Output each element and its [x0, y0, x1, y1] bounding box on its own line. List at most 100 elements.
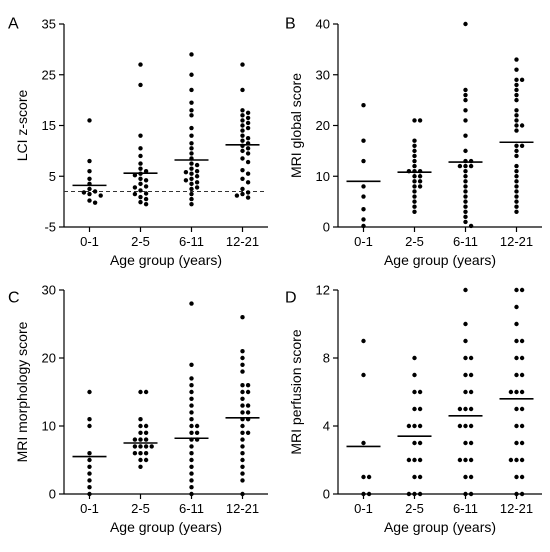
data-point: [245, 180, 251, 185]
data-point: [519, 440, 525, 446]
data-point: [189, 176, 194, 181]
data-point: [87, 176, 92, 181]
data-point: [245, 115, 251, 121]
data-point: [463, 133, 468, 138]
data-point: [514, 174, 519, 179]
data-point: [194, 430, 200, 435]
data-point: [240, 123, 245, 128]
data-point: [132, 185, 138, 190]
data-point: [132, 191, 138, 197]
data-point: [138, 153, 143, 159]
data-point: [245, 403, 251, 408]
data-point: [514, 199, 519, 204]
data-point: [519, 474, 525, 480]
data-point: [514, 355, 519, 361]
data-point: [412, 158, 417, 164]
data-point: [463, 194, 468, 199]
data-point: [463, 163, 468, 169]
data-point: [189, 423, 194, 429]
data-point: [245, 190, 251, 195]
data-point: [361, 158, 366, 164]
data-point: [519, 423, 525, 429]
data-point: [412, 204, 417, 209]
data-point: [245, 171, 251, 176]
data-point: [189, 166, 194, 171]
data-point: [132, 444, 138, 449]
y-tick-label: 25: [42, 67, 56, 82]
data-point: [514, 148, 519, 154]
data-point: [514, 113, 519, 118]
y-tick-label: -5: [44, 220, 56, 235]
data-point: [189, 181, 194, 187]
y-tick-label: 4: [323, 419, 330, 434]
data-point: [514, 179, 519, 184]
panel-letter: B: [285, 15, 296, 32]
data-point: [245, 146, 251, 151]
data-point: [412, 406, 417, 412]
x-tick-label: 6-11: [179, 501, 204, 516]
data-point: [143, 423, 149, 429]
data-point: [463, 148, 468, 154]
data-point: [514, 57, 519, 62]
data-point: [412, 118, 417, 123]
data-point: [406, 457, 412, 463]
chart-panel: D 0 4 8 12 0-1 2-5 6-11 12-21 Age group (years) MR…: [285, 283, 542, 535]
data-point: [143, 178, 149, 183]
data-point: [240, 396, 245, 401]
data-point: [412, 184, 417, 189]
data-point: [245, 159, 251, 165]
data-point: [87, 198, 92, 203]
data-point: [240, 362, 245, 367]
panel-letter: C: [8, 289, 20, 306]
x-tick-label: 12-21: [500, 234, 533, 249]
y-tick-label: 10: [42, 419, 56, 434]
data-point: [514, 423, 519, 429]
data-point: [361, 440, 366, 446]
data-point: [412, 372, 417, 378]
data-point: [412, 148, 417, 154]
data-point: [514, 406, 519, 412]
data-point: [463, 199, 468, 204]
data-point: [189, 171, 194, 176]
data-point: [412, 491, 417, 497]
data-point: [189, 151, 194, 156]
data-point: [138, 62, 143, 67]
data-point: [194, 174, 200, 179]
data-point: [189, 52, 194, 57]
x-tick-label: 12-21: [226, 501, 259, 516]
data-point: [240, 191, 245, 197]
data-point: [143, 444, 149, 449]
data-point: [245, 110, 251, 116]
data-point: [508, 457, 514, 463]
data-point: [240, 457, 245, 463]
data-point: [417, 184, 423, 189]
data-point: [87, 118, 92, 123]
data-point: [234, 193, 240, 198]
data-point: [194, 180, 200, 185]
data-point: [463, 219, 468, 225]
data-point: [468, 223, 474, 229]
data-point: [138, 437, 143, 442]
data-point: [143, 430, 149, 435]
data-point: [189, 410, 194, 415]
data-point: [189, 87, 194, 93]
data-point: [138, 161, 143, 166]
data-point: [240, 167, 245, 173]
data-point: [189, 125, 194, 131]
data-point: [240, 156, 245, 161]
x-tick-label: 0-1: [354, 234, 373, 249]
data-point: [514, 189, 519, 194]
data-point: [245, 151, 251, 156]
data-point: [361, 491, 366, 497]
y-tick-label: 30: [316, 67, 330, 82]
x-tick-label: 12-21: [226, 234, 259, 249]
x-tick-label: 2-5: [405, 234, 424, 249]
data-point: [412, 179, 417, 184]
data-point: [87, 186, 92, 192]
data-point: [189, 376, 194, 381]
data-point: [463, 389, 468, 395]
data-point: [143, 168, 149, 174]
data-point: [514, 389, 519, 395]
data-point: [138, 464, 143, 469]
